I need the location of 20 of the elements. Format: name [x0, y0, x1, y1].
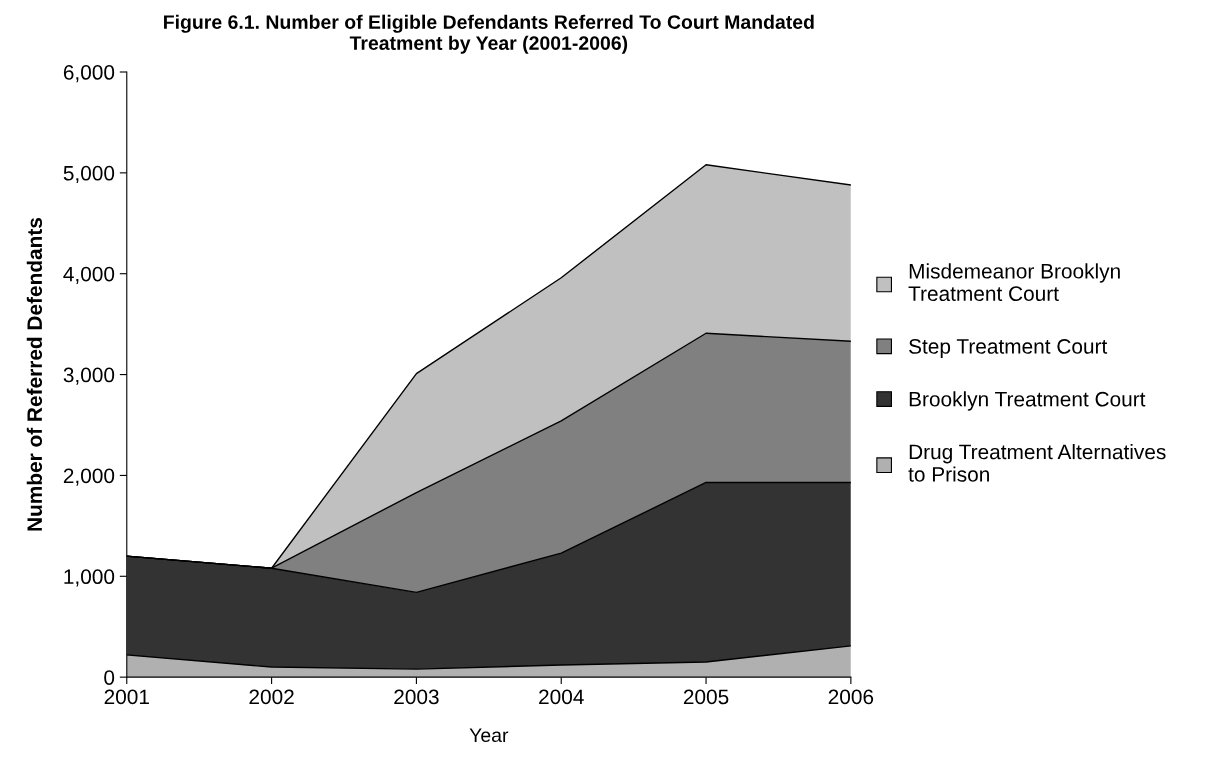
x-tick-label: 2002	[249, 689, 294, 705]
legend-label: Step Treatment Court	[909, 339, 1108, 358]
x-tick-label: 2006	[828, 689, 874, 705]
y-tick-label: 0	[104, 670, 115, 685]
y-tick-label: 2,000	[63, 468, 115, 486]
y-tick-label: 6,000	[63, 65, 115, 83]
x-tick-label: 2005	[683, 689, 729, 705]
x-axis-title: Year	[469, 728, 509, 743]
y-tick-label: 5,000	[63, 165, 115, 184]
y-tick-label: 4,000	[63, 266, 115, 284]
y-axis-title: Number of Referred Defendants	[26, 217, 43, 531]
legend-label: Drug Treatment Alternatives to Prison	[908, 443, 1166, 482]
x-tick-label: 2004	[539, 689, 584, 705]
legend-label: Brooklyn Treatment Court	[909, 391, 1146, 411]
legend-label: Misdemeanor Brooklyn Treatment Court	[908, 263, 1120, 302]
y-tick-label: 3,000	[63, 367, 115, 385]
x-tick-label: 2001	[104, 689, 149, 705]
chart-title: Figure 6.1. Number of Eligible Defendants Referred To Court Mandated Treatment by Year (2001-2006)	[164, 14, 814, 54]
y-tick-label: 1,000	[64, 569, 115, 587]
x-tick-label: 2003	[394, 689, 439, 705]
